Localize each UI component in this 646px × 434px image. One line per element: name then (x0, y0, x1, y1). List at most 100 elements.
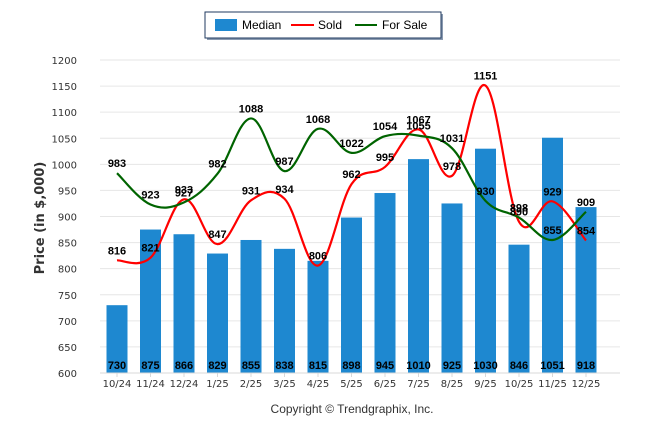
data-label-sold: 995 (376, 152, 394, 164)
y-tick-label: 850 (58, 239, 77, 250)
x-tick-label: 6/25 (374, 379, 396, 390)
x-tick-label: 10/24 (103, 379, 132, 390)
data-label-for-sale: 930 (476, 186, 494, 198)
y-tick-label: 700 (58, 317, 77, 328)
y-tick-label: 950 (58, 186, 77, 197)
data-label-for-sale: 927 (175, 187, 193, 199)
data-label-median: 945 (376, 360, 394, 372)
bar-median (341, 217, 362, 373)
data-label-for-sale: 982 (208, 159, 226, 171)
y-tick-label: 1100 (52, 108, 77, 119)
y-tick-label: 900 (58, 213, 77, 224)
y-tick-label: 800 (58, 265, 77, 276)
bar-median (307, 260, 329, 373)
y-tick-label: 1200 (52, 56, 77, 67)
legend-swatch-median (215, 19, 237, 31)
x-tick-label: 2/25 (240, 379, 262, 390)
data-label-median: 1030 (473, 360, 497, 372)
data-label-for-sale: 909 (577, 197, 595, 209)
bar-median (140, 229, 161, 373)
x-tick-label: 11/25 (538, 379, 567, 390)
data-label-median: 1051 (540, 360, 564, 372)
data-label-sold: 934 (275, 184, 294, 196)
data-label-median: 855 (242, 360, 260, 372)
data-label-sold: 854 (577, 225, 596, 237)
y-axis-ticks: 600 650 700 750 800 850 900 950 1000 1050 1100 1150… (52, 56, 77, 380)
x-axis-ticks: 10/24 11/24 12/24 1/25 2/25 3/25 4/25 5/25 6/25 7… (103, 373, 601, 390)
data-label-for-sale: 1068 (306, 114, 330, 126)
data-label-median: 918 (577, 360, 595, 372)
x-tick-label: 5/25 (340, 379, 362, 390)
data-label-for-sale: 855 (543, 225, 561, 237)
bar-median (508, 244, 530, 373)
bar-median (207, 253, 228, 373)
legend: Median Sold For Sale (204, 11, 443, 40)
legend-label-median: Median (242, 18, 281, 32)
bar-median (575, 207, 597, 373)
data-label-for-sale: 898 (510, 203, 528, 215)
data-label-median: 838 (275, 360, 293, 372)
data-labels: 730 875 866 829 855 838 815 898 945 1010 925 1030 84… (108, 71, 596, 372)
data-label-sold: 821 (141, 243, 159, 255)
x-tick-label: 11/24 (136, 379, 165, 390)
data-label-for-sale: 987 (275, 156, 293, 168)
data-label-for-sale: 1022 (339, 138, 363, 150)
bar-median (441, 203, 463, 373)
bar-median (173, 234, 195, 373)
data-label-sold: 1151 (474, 71, 498, 83)
bar-median (374, 193, 396, 373)
y-tick-label: 650 (58, 343, 77, 354)
data-label-sold: 962 (342, 169, 360, 181)
data-label-sold: 931 (242, 185, 260, 197)
x-tick-label: 4/25 (307, 379, 329, 390)
line-for-sale (116, 117, 587, 242)
y-tick-label: 600 (58, 369, 77, 380)
series-lines (116, 84, 587, 267)
data-label-sold: 933 (175, 184, 193, 196)
data-label-median: 829 (208, 360, 226, 372)
data-label-sold: 816 (108, 245, 126, 257)
data-label-sold: 847 (208, 229, 226, 241)
data-label-median: 875 (141, 360, 159, 372)
y-tick-label: 1050 (52, 134, 77, 145)
data-label-median: 866 (175, 360, 193, 372)
data-label-sold: 806 (309, 251, 327, 263)
data-label-for-sale: 1054 (373, 121, 398, 133)
bar-median (408, 159, 429, 373)
x-tick-label: 10/25 (505, 379, 534, 390)
data-label-for-sale: 1088 (239, 103, 263, 115)
x-tick-label: 12/25 (572, 379, 601, 390)
data-label-for-sale: 983 (108, 158, 126, 170)
x-tick-label: 3/25 (273, 379, 295, 390)
bar-median (475, 148, 496, 373)
data-label-median: 815 (309, 360, 327, 372)
x-tick-label: 7/25 (407, 379, 429, 390)
data-label-median: 846 (510, 360, 528, 372)
data-label-sold: 1067 (406, 114, 430, 126)
data-label-sold: 978 (443, 161, 461, 173)
bar-median (542, 137, 563, 373)
line-sold (116, 84, 587, 267)
x-tick-label: 9/25 (474, 379, 496, 390)
data-label-for-sale: 1055 (406, 121, 430, 133)
y-tick-label: 1000 (52, 160, 77, 171)
data-label-median: 730 (108, 360, 126, 372)
bar-median (240, 239, 262, 373)
bar-median (274, 248, 295, 373)
data-label-median: 898 (342, 360, 360, 372)
y-tick-label: 1150 (52, 82, 77, 93)
data-label-median: 925 (443, 360, 461, 372)
data-label-sold: 929 (543, 186, 561, 198)
data-label-for-sale: 923 (141, 190, 159, 202)
data-label-for-sale: 1031 (440, 133, 464, 145)
data-label-median: 1010 (406, 360, 430, 372)
x-tick-label: 8/25 (441, 379, 463, 390)
legend-label-for-sale: For Sale (382, 18, 428, 32)
bar-median (106, 305, 128, 373)
x-tick-label: 12/24 (170, 379, 199, 390)
x-tick-label: 1/25 (206, 379, 228, 390)
y-tick-label: 750 (58, 291, 77, 302)
legend-box (204, 11, 442, 39)
legend-label-sold: Sold (318, 18, 342, 32)
median-bars (106, 137, 597, 373)
